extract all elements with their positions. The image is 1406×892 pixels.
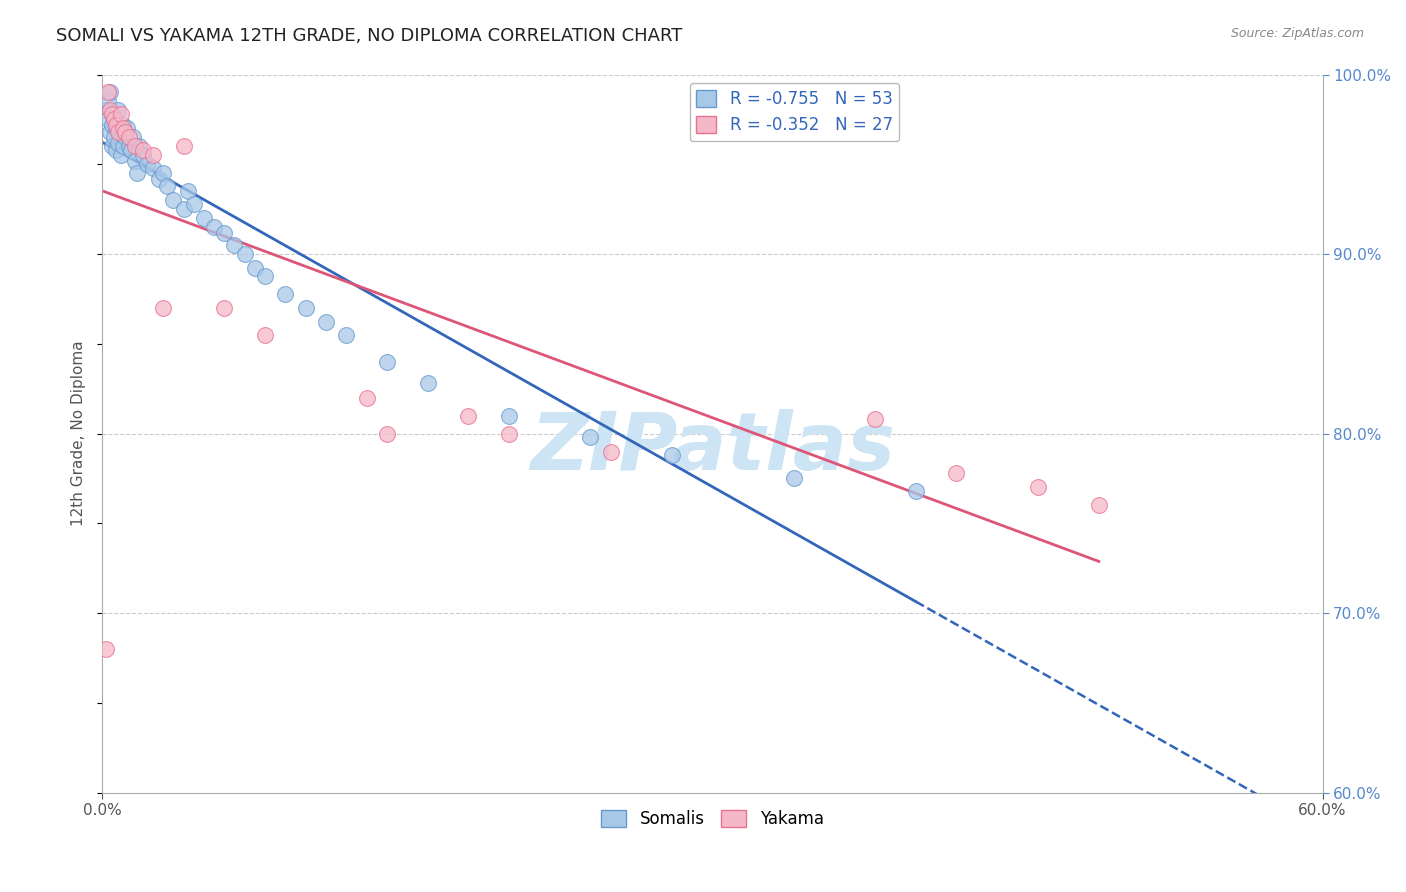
Point [142, 148, 165, 162]
Point [107, 136, 129, 150]
Point [96, 642, 118, 657]
Point [132, 148, 155, 162]
Point [111, 139, 134, 153]
Point [114, 125, 136, 139]
Point [176, 184, 198, 198]
Point [124, 153, 146, 168]
Point [375, 426, 398, 441]
Point [120, 143, 142, 157]
Point [98, 86, 121, 100]
Point [114, 130, 136, 145]
Point [110, 125, 132, 139]
Point [416, 376, 439, 391]
Point [498, 409, 520, 423]
Point [105, 121, 128, 136]
Point [105, 118, 128, 132]
Text: Source: ZipAtlas.com: Source: ZipAtlas.com [1230, 27, 1364, 40]
Point [253, 268, 276, 283]
Y-axis label: 12th Grade, No Diploma: 12th Grade, No Diploma [72, 341, 86, 526]
Text: ZIPatlas: ZIPatlas [530, 409, 894, 487]
Point [132, 143, 155, 157]
Point [97, 112, 120, 127]
Point [945, 466, 967, 480]
Point [101, 107, 124, 121]
Point [107, 103, 129, 118]
Point [136, 157, 159, 171]
Point [97, 86, 120, 100]
Point [212, 226, 235, 240]
Point [356, 391, 378, 405]
Point [98, 125, 121, 139]
Point [498, 426, 520, 441]
Point [118, 130, 141, 145]
Point [315, 315, 337, 329]
Point [103, 112, 125, 127]
Point [212, 301, 235, 315]
Point [863, 412, 886, 426]
Point [110, 107, 132, 121]
Point [661, 448, 683, 462]
Point [125, 166, 148, 180]
Point [274, 286, 297, 301]
Point [173, 139, 195, 153]
Point [1088, 499, 1111, 513]
Point [148, 171, 170, 186]
Point [904, 483, 927, 498]
Point [111, 121, 134, 136]
Point [96, 103, 118, 118]
Point [162, 193, 184, 207]
Point [783, 471, 806, 485]
Point [1026, 480, 1049, 494]
Text: SOMALI VS YAKAMA 12TH GRADE, NO DIPLOMA CORRELATION CHART: SOMALI VS YAKAMA 12TH GRADE, NO DIPLOMA … [56, 27, 683, 45]
Point [579, 430, 602, 444]
Point [152, 166, 174, 180]
Point [107, 125, 129, 139]
Point [156, 178, 179, 193]
Point [103, 112, 125, 127]
Point [335, 327, 357, 342]
Point [98, 103, 121, 118]
Point [224, 238, 246, 252]
Legend: Somalis, Yakama: Somalis, Yakama [595, 803, 830, 835]
Point [152, 301, 174, 315]
Point [173, 202, 195, 216]
Point [111, 118, 134, 132]
Point [233, 247, 256, 261]
Point [115, 121, 138, 136]
Point [105, 143, 128, 157]
Point [294, 301, 316, 315]
Point [101, 139, 124, 153]
Point [118, 139, 141, 153]
Point [101, 118, 124, 132]
Point [457, 409, 479, 423]
Point [128, 139, 150, 153]
Point [253, 327, 276, 342]
Point [121, 130, 143, 145]
Point [97, 95, 120, 109]
Point [183, 196, 205, 211]
Point [124, 139, 146, 153]
Point [243, 261, 266, 276]
Point [202, 220, 225, 235]
Point [142, 161, 165, 175]
Point [375, 355, 398, 369]
Point [193, 211, 215, 226]
Point [103, 130, 125, 145]
Point [110, 148, 132, 162]
Point [599, 444, 621, 458]
